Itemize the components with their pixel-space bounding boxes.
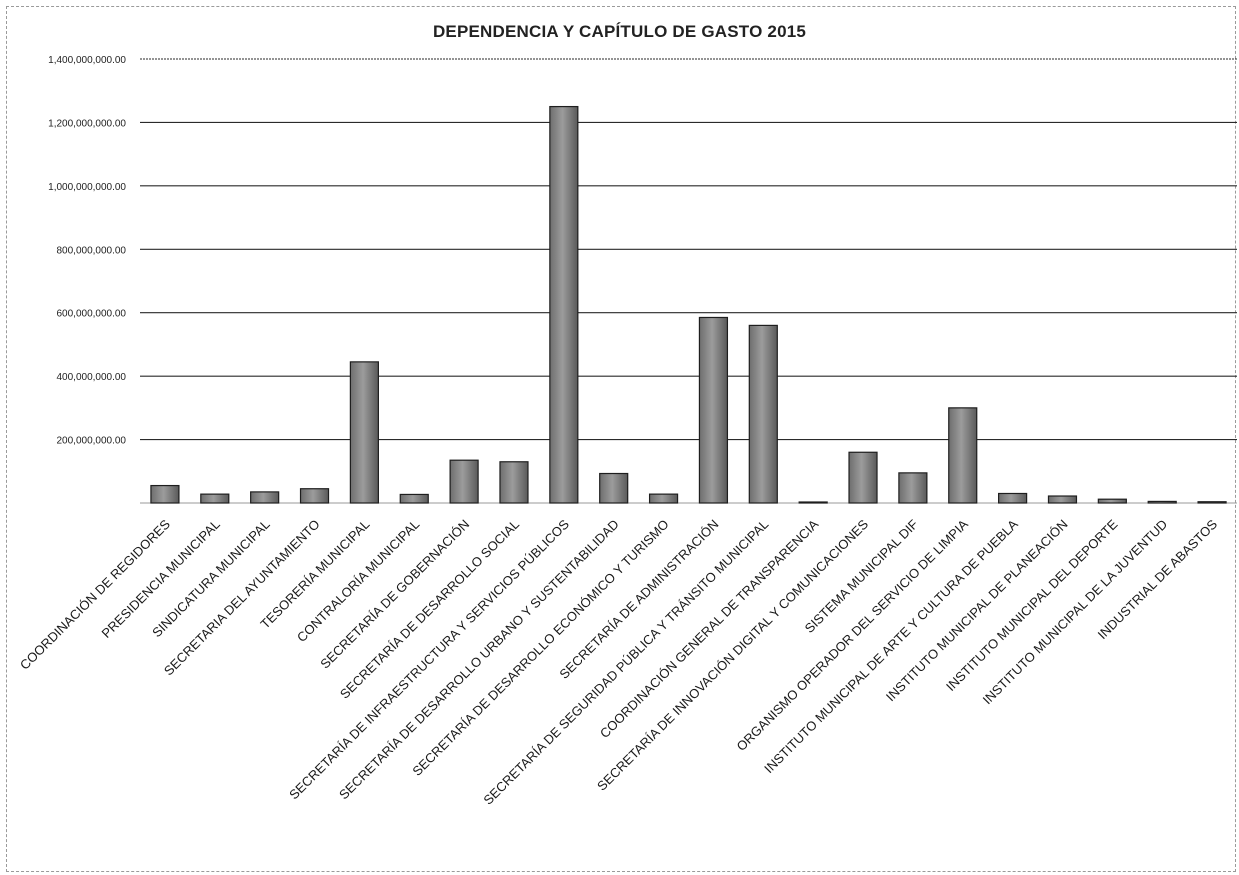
bars: [150, 105, 1227, 504]
bar: [1147, 500, 1177, 504]
bar: [998, 492, 1028, 504]
y-tick-label: 200,000,000.00: [56, 436, 126, 447]
bar: [449, 459, 479, 504]
bar: [1097, 498, 1127, 504]
x-tick-label: SECRETARÍA DE DESARROLLO SOCIAL: [337, 517, 522, 702]
x-tick-label: INSTITUTO MUNICIPAL DEL DEPORTE: [943, 516, 1121, 694]
x-tick-label: INSTITUTO MUNICIPAL DE LA JUVENTUD: [980, 517, 1171, 708]
bar: [399, 493, 429, 504]
y-tick-label: 1,000,000,000.00: [48, 182, 126, 193]
bar: [299, 488, 330, 504]
y-tick-label: 400,000,000.00: [56, 372, 126, 383]
bar: [748, 324, 778, 504]
bar: [549, 105, 579, 504]
bar: [698, 316, 729, 504]
bar: [648, 493, 679, 504]
gridlines: [140, 58, 1237, 504]
bar: [349, 361, 379, 504]
bar: [250, 491, 280, 504]
y-tick-label: 1,400,000,000.00: [48, 55, 126, 66]
y-tick-label: 1,200,000,000.00: [48, 118, 126, 129]
y-tick-label: 600,000,000.00: [56, 309, 126, 320]
bar: [848, 451, 878, 504]
x-tick-label: ORGANISMO OPERADOR DEL SERVICIO DE LIMPI…: [733, 516, 971, 754]
chart-title: DEPENDENCIA Y CAPÍTULO DE GASTO 2015: [432, 22, 807, 41]
bar: [948, 407, 978, 504]
y-axis-tick-labels: 200,000,000.00 400,000,000.00 600,000,000.…: [48, 55, 126, 447]
bar: [150, 484, 180, 504]
bar: [1047, 495, 1078, 504]
bar: [798, 501, 828, 504]
chart-frame: [6, 6, 1236, 872]
bar: [898, 472, 928, 504]
bar: [599, 472, 629, 504]
bar: [1197, 501, 1227, 504]
bar: [200, 493, 230, 504]
y-tick-label: 800,000,000.00: [56, 245, 126, 256]
x-tick-label: INSTITUTO MUNICIPAL DE PLANEACIÓN: [883, 517, 1071, 705]
bar: [499, 461, 529, 504]
